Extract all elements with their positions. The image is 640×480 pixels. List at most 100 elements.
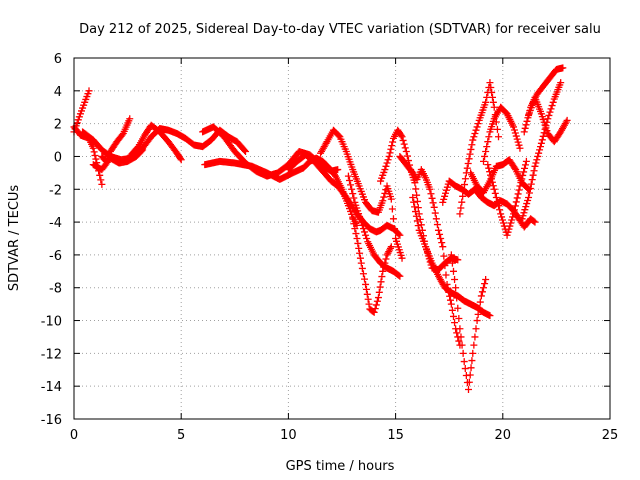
data-point <box>529 171 537 179</box>
data-point <box>495 202 503 210</box>
data-point <box>401 144 409 152</box>
data-point <box>385 152 393 160</box>
data-point <box>453 294 461 302</box>
x-tick-label: 25 <box>602 428 619 443</box>
data-point <box>530 217 538 225</box>
data-point <box>396 272 404 280</box>
data-point <box>498 216 506 224</box>
data-point <box>538 136 546 144</box>
data-point <box>126 115 134 123</box>
data-point <box>460 358 468 366</box>
data-point <box>467 145 475 153</box>
data-point <box>461 175 469 183</box>
data-point <box>482 276 490 284</box>
data-point <box>443 183 451 191</box>
data-point <box>484 138 492 146</box>
data-point <box>442 271 450 279</box>
data-point <box>389 215 397 223</box>
plot-frame <box>73 57 611 420</box>
data-point <box>414 204 422 212</box>
data-point <box>485 164 493 172</box>
data-point <box>466 150 474 158</box>
data-point <box>468 141 476 149</box>
data-point <box>455 337 463 345</box>
data-point <box>463 164 471 172</box>
data-point <box>388 205 396 213</box>
data-point <box>484 161 492 169</box>
x-tick-label: 5 <box>177 428 185 443</box>
data-point <box>483 143 491 151</box>
data-point <box>493 125 501 133</box>
data-point <box>439 243 447 251</box>
data-point <box>389 138 397 146</box>
y-tick-label: 6 <box>54 52 62 67</box>
x-tick-label: 0 <box>70 428 78 443</box>
data-point <box>350 194 358 202</box>
data-point <box>480 284 488 292</box>
data-point <box>411 203 419 211</box>
data-point <box>522 157 530 165</box>
data-point <box>468 357 476 365</box>
data-point <box>344 172 352 180</box>
data-point <box>349 190 357 198</box>
data-point <box>508 216 516 224</box>
data-point <box>533 156 541 164</box>
data-point <box>409 193 417 201</box>
y-tick-label: -14 <box>41 380 62 395</box>
data-point <box>350 220 358 228</box>
data-point <box>516 144 524 152</box>
data-point <box>430 203 438 211</box>
data-point <box>434 226 442 234</box>
data-point <box>475 304 483 312</box>
data-point <box>548 102 556 110</box>
data-point <box>73 119 81 127</box>
y-tick-label: -12 <box>41 347 62 362</box>
data-point <box>359 225 367 233</box>
data-point <box>410 198 418 206</box>
data-point <box>476 298 484 306</box>
series-track-7 <box>201 154 361 229</box>
data-point <box>491 189 499 197</box>
data-point <box>497 210 505 218</box>
data-point <box>352 230 360 238</box>
data-point <box>489 93 497 101</box>
data-point <box>427 190 435 198</box>
data-point <box>520 128 528 136</box>
data-point <box>513 135 521 143</box>
data-point <box>402 148 410 156</box>
data-point <box>177 156 185 164</box>
data-point <box>461 365 469 373</box>
data-point <box>139 146 147 154</box>
data-point <box>510 206 518 214</box>
data-point <box>387 195 395 203</box>
series-track-21 <box>518 79 565 223</box>
data-point <box>474 310 482 318</box>
data-point <box>520 168 528 176</box>
data-point <box>465 378 473 386</box>
data-points <box>70 64 571 393</box>
data-point <box>514 138 522 146</box>
series-track-16 <box>447 251 490 393</box>
data-point <box>481 280 489 288</box>
data-point <box>362 231 370 239</box>
data-point <box>370 308 378 316</box>
data-point <box>358 264 366 272</box>
data-point <box>469 349 477 357</box>
data-point <box>403 152 411 160</box>
data-point <box>490 103 498 111</box>
data-point <box>531 218 539 226</box>
data-point <box>348 185 356 193</box>
y-tick-label: -2 <box>49 183 62 198</box>
data-point <box>465 155 473 163</box>
y-tick-label: -8 <box>49 282 62 297</box>
data-point <box>400 140 408 148</box>
data-point <box>523 200 531 208</box>
y-axis-title: SDTVAR / TECUs <box>7 185 22 292</box>
data-point <box>85 87 93 95</box>
x-tick-label: 15 <box>387 428 404 443</box>
data-point <box>492 193 500 201</box>
data-point <box>436 230 444 238</box>
data-point <box>498 213 506 221</box>
data-point <box>413 197 421 205</box>
